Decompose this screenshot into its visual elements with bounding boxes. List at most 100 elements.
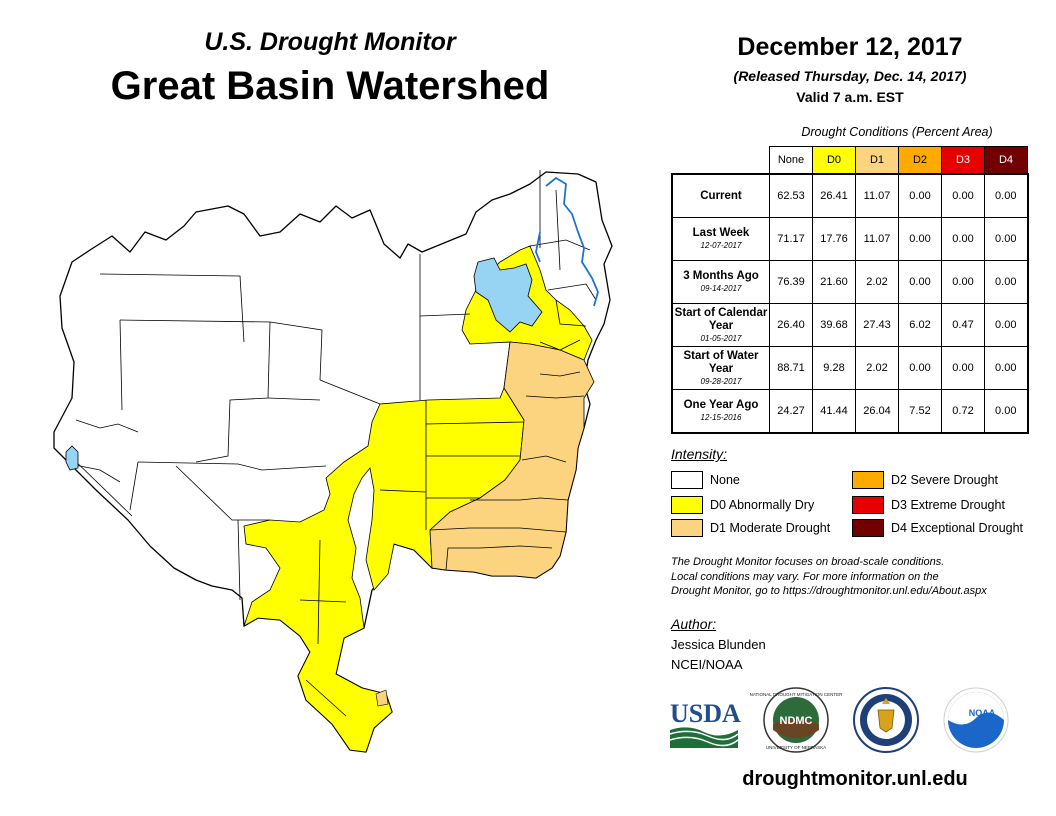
ndmc-ring-text: NATIONAL DROUGHT MITIGATION CENTER bbox=[750, 692, 844, 697]
legend-swatch bbox=[671, 471, 703, 489]
usda-logo: USDA bbox=[669, 699, 741, 748]
table-cell: 17.76 bbox=[812, 217, 856, 261]
table-cell: 39.68 bbox=[812, 303, 856, 347]
legend-item-d3: D3 Extreme Drought bbox=[852, 496, 1005, 514]
table-cell: 0.00 bbox=[984, 260, 1028, 304]
lake-areas bbox=[65, 257, 543, 471]
table-cell: 0.47 bbox=[941, 303, 985, 347]
disclaimer-note: The Drought Monitor focuses on broad-sca… bbox=[671, 555, 1041, 599]
table-cell: 0.00 bbox=[898, 260, 942, 304]
table-cell: 2.02 bbox=[855, 346, 899, 390]
row-label-text: Last Week bbox=[692, 227, 750, 239]
col-none: None bbox=[769, 146, 813, 175]
table-row: Start of Water Year 09-28-2017 88.71 9.28 2.… bbox=[671, 346, 1028, 390]
table-cell: 7.52 bbox=[898, 389, 942, 434]
note-line: The Drought Monitor focuses on broad-sca… bbox=[671, 556, 945, 568]
agency-logos: USDA NDMC NATIONAL DROUGHT MITIGATION CE… bbox=[669, 687, 1009, 753]
table-cell: 27.43 bbox=[855, 303, 899, 347]
table-cell: 6.02 bbox=[898, 303, 942, 347]
noaa-logo-text: NOAA bbox=[969, 708, 996, 718]
table-cell: 11.07 bbox=[855, 217, 899, 261]
table-cell: 0.00 bbox=[941, 217, 985, 261]
table-body: Current 62.53 26.41 11.07 0.00 0.00 0.00 Last W… bbox=[671, 173, 1028, 434]
table-cell: 0.00 bbox=[941, 173, 985, 218]
drought-conditions-table: None D0 D1 D2 D3 D4 Current 62.53 26.41 11.… bbox=[671, 146, 1029, 434]
legend-swatch bbox=[671, 496, 703, 514]
noaa-logo: NOAA bbox=[943, 687, 1009, 753]
table-cell: 24.27 bbox=[769, 389, 813, 434]
row-label: Start of Calendar Year 01-05-2017 bbox=[671, 303, 770, 347]
row-date: 12-15-2016 bbox=[700, 413, 742, 422]
legend-label: D1 Moderate Drought bbox=[710, 521, 831, 535]
legend-item-d4: D4 Exceptional Drought bbox=[852, 519, 1023, 537]
table-cell: 0.00 bbox=[941, 346, 985, 390]
legend-title: Intensity: bbox=[671, 446, 728, 462]
row-label: Current bbox=[671, 173, 770, 218]
table-cell: 0.00 bbox=[984, 389, 1028, 434]
legend-item-d2: D2 Severe Drought bbox=[852, 471, 998, 489]
row-label: One Year Ago 12-15-2016 bbox=[671, 389, 770, 434]
legend-label: D2 Severe Drought bbox=[891, 473, 999, 487]
map-subtitle: U.S. Drought Monitor bbox=[204, 28, 456, 56]
author-label: Author: bbox=[671, 616, 717, 632]
legend-label: D3 Extreme Drought bbox=[891, 498, 1005, 512]
small-lake bbox=[65, 445, 79, 471]
table-cell: 0.00 bbox=[984, 217, 1028, 261]
drought-map bbox=[53, 170, 613, 753]
usda-logo-text: USDA bbox=[670, 699, 741, 728]
table-cell: 0.00 bbox=[984, 303, 1028, 347]
row-date: 09-28-2017 bbox=[700, 376, 742, 386]
table-cell: 88.71 bbox=[769, 346, 813, 390]
website-link[interactable]: droughtmonitor.unl.edu bbox=[742, 768, 968, 790]
drought-d1-area bbox=[375, 341, 595, 707]
map-title: Great Basin Watershed bbox=[110, 64, 550, 108]
ndmc-logo-text: NDMC bbox=[780, 715, 813, 727]
table-corner bbox=[672, 147, 770, 175]
table-cell: 11.07 bbox=[855, 173, 899, 218]
legend-swatch bbox=[671, 519, 703, 537]
table-cell: 0.00 bbox=[941, 260, 985, 304]
row-date: 09-14-2017 bbox=[700, 284, 742, 293]
legend-label: D0 Abnormally Dry bbox=[710, 498, 815, 512]
row-label-text: Start of Water Year bbox=[683, 349, 759, 375]
table-cell: 71.17 bbox=[769, 217, 813, 261]
col-d0: D0 bbox=[812, 146, 856, 175]
legend-item-d1: D1 Moderate Drought bbox=[671, 519, 830, 537]
legend-swatch bbox=[852, 496, 884, 514]
col-d4: D4 bbox=[984, 146, 1028, 175]
table-cell: 0.00 bbox=[898, 173, 942, 218]
table-row: Current 62.53 26.41 11.07 0.00 0.00 0.00 bbox=[671, 173, 1028, 218]
commerce-seal-logo bbox=[853, 687, 919, 753]
row-label-text: 3 Months Ago bbox=[683, 270, 759, 282]
row-label: Start of Water Year 09-28-2017 bbox=[671, 346, 770, 390]
col-d3: D3 bbox=[941, 146, 985, 175]
row-date: 01-05-2017 bbox=[700, 333, 742, 343]
row-label: Last Week 12-07-2017 bbox=[671, 217, 770, 261]
release-date: (Released Thursday, Dec. 14, 2017) bbox=[733, 68, 967, 84]
legend-item-d0: D0 Abnormally Dry bbox=[671, 496, 814, 514]
table-header-row: None D0 D1 D2 D3 D4 bbox=[672, 146, 1028, 175]
ndmc-logo: NDMC NATIONAL DROUGHT MITIGATION CENTER … bbox=[750, 687, 844, 753]
col-d1: D1 bbox=[855, 146, 899, 175]
map-date: December 12, 2017 bbox=[737, 33, 963, 61]
table-cell: 62.53 bbox=[769, 173, 813, 218]
col-d2: D2 bbox=[898, 146, 942, 175]
valid-time: Valid 7 a.m. EST bbox=[796, 89, 904, 105]
table-row: 3 Months Ago 09-14-2017 76.39 21.60 2.02 0.00… bbox=[671, 260, 1028, 304]
note-line: Drought Monitor, go to https://droughtmo… bbox=[671, 585, 987, 597]
legend-swatch bbox=[852, 519, 884, 537]
table-caption: Drought Conditions (Percent Area) bbox=[801, 125, 993, 139]
table-cell: 26.41 bbox=[812, 173, 856, 218]
table-row: Last Week 12-07-2017 71.17 17.76 11.07 0.00 0.… bbox=[671, 217, 1028, 261]
boundary-lines bbox=[65, 170, 597, 717]
legend-label: None bbox=[710, 473, 740, 487]
legend-item-none: None bbox=[671, 471, 740, 489]
river-lines bbox=[535, 176, 599, 307]
table-cell: 0.00 bbox=[898, 217, 942, 261]
row-date: 12-07-2017 bbox=[700, 241, 742, 250]
legend-label: D4 Exceptional Drought bbox=[891, 521, 1024, 535]
table-cell: 0.00 bbox=[984, 173, 1028, 218]
great-salt-lake bbox=[473, 257, 543, 333]
ndmc-ring-text-bottom: UNIVERSITY OF NEBRASKA bbox=[766, 745, 826, 750]
row-label-text: Current bbox=[700, 189, 742, 202]
